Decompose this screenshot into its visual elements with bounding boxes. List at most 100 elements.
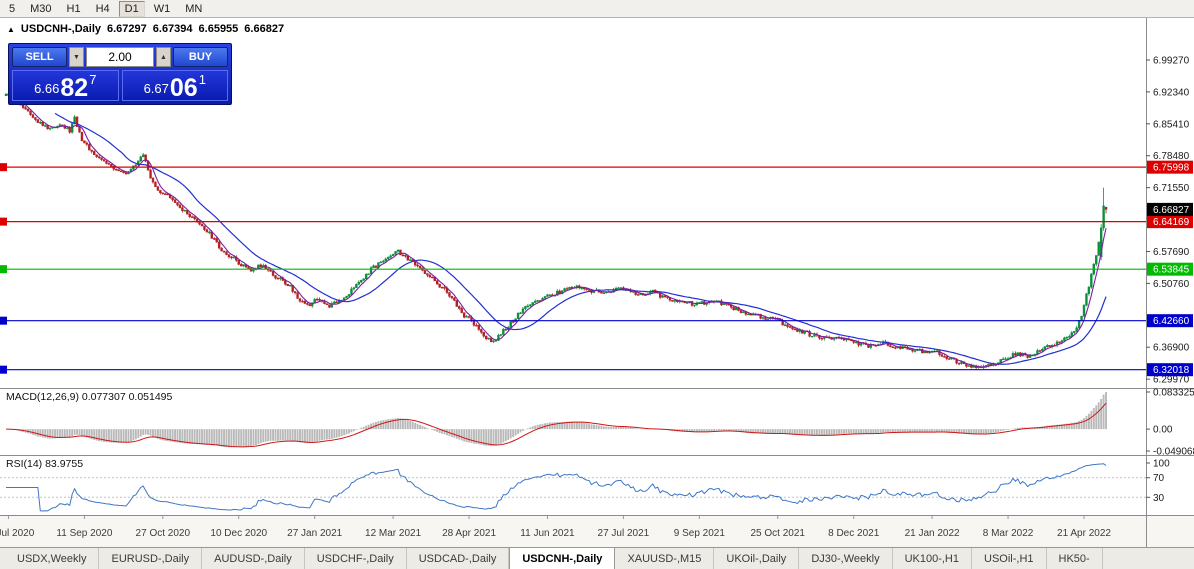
rsi-tick-label: 70	[1153, 473, 1165, 484]
ma-fast-line	[15, 96, 1107, 368]
date-axis-strip	[0, 516, 1194, 547]
axis-line-price-label: 6.32018	[1147, 363, 1193, 377]
date-tick-label: 28 Apr 2021	[442, 528, 496, 539]
buy-price[interactable]: 6.67 06 1	[121, 70, 228, 102]
date-tick-label: 12 Mar 2021	[365, 528, 422, 539]
buy-price-pip-digit: 1	[198, 72, 206, 87]
sell-button[interactable]: SELL	[12, 47, 67, 67]
rsi-tick-label: 100	[1153, 459, 1170, 470]
sell-price[interactable]: 6.66 82 7	[12, 70, 119, 101]
ohlc-close: 6.66827	[244, 23, 285, 35]
volume-up-button[interactable]: ▲	[156, 47, 171, 67]
price-tick-label: 6.57690	[1153, 247, 1190, 258]
volume-down-button[interactable]: ▼	[69, 47, 84, 67]
sell-price-pip-digit: 7	[89, 72, 97, 87]
macd-axis: 0.083325 0.00 -0.049068	[1146, 388, 1194, 458]
tab-usoil-h1[interactable]: USOil-,H1	[972, 548, 1047, 569]
tab-usdcnh-daily[interactable]: USDCNH-,Daily	[509, 548, 616, 569]
date-tick-label: 8 Mar 2022	[983, 528, 1034, 539]
ohlc-high: 6.67394	[152, 23, 193, 35]
chart-area[interactable]: 6.99270 6.92340 6.85410 6.78480 6.71550 6.576…	[0, 18, 1194, 547]
date-tick-label: 8 Dec 2021	[828, 528, 880, 539]
svg-text:6.32018: 6.32018	[1153, 365, 1190, 376]
trade-panel-controls: SELL ▼ 2.00 ▲ BUY	[12, 47, 228, 67]
macd-indicator	[5, 392, 1108, 448]
axis-line-price-label: 6.64169	[1147, 215, 1193, 229]
tab-eurusd-daily[interactable]: EURUSD-,Daily	[99, 548, 203, 569]
tab-usdx-weekly[interactable]: USDX,Weekly	[5, 548, 100, 569]
price-line-left-tag	[0, 316, 7, 325]
date-tick-label: 11 Jun 2021	[520, 528, 575, 539]
svg-text:6.53845: 6.53845	[1153, 265, 1190, 276]
timeframe-button-h4[interactable]: H4	[90, 1, 116, 17]
price-tick-label: 6.92340	[1153, 87, 1190, 98]
candlestick-series	[4, 92, 1108, 370]
date-tick-label: 25 Oct 2021	[751, 528, 806, 539]
tab-xauusd-m15[interactable]: XAUUSD-,M15	[615, 548, 715, 569]
price-line-left-tag	[0, 365, 7, 374]
price-tick-label: 6.71550	[1153, 183, 1190, 194]
buy-button[interactable]: BUY	[173, 47, 228, 67]
date-axis[interactable]: 29 Jul 2020 11 Sep 2020 27 Oct 2020 10 Dec …	[0, 516, 1111, 539]
price-tick-label: 6.78480	[1153, 151, 1190, 162]
svg-text:6.64169: 6.64169	[1153, 217, 1190, 228]
axis-line-price-label: 6.53845	[1147, 262, 1193, 276]
timeframe-button-h1[interactable]: H1	[61, 1, 87, 17]
horizontal-lines	[0, 163, 1146, 374]
chart-canvas[interactable]: 6.99270 6.92340 6.85410 6.78480 6.71550 6.576…	[0, 18, 1194, 547]
macd-tick-label: 0.00	[1153, 425, 1173, 436]
date-tick-label: 21 Jan 2022	[905, 528, 960, 539]
tab-ukoil-daily[interactable]: UKOil-,Daily	[714, 548, 800, 569]
rsi-axis: 100 70 30	[1146, 459, 1170, 504]
date-tick-label: 29 Jul 2020	[0, 528, 35, 539]
date-tick-label: 21 Apr 2022	[1057, 528, 1111, 539]
rsi-line	[6, 463, 1107, 512]
price-tick-label: 6.85410	[1153, 119, 1190, 130]
svg-text:6.75998: 6.75998	[1153, 163, 1190, 174]
svg-text:6.42660: 6.42660	[1153, 316, 1190, 327]
macd-tick-label: -0.049068	[1153, 447, 1194, 458]
timeframe-button-d1[interactable]: D1	[118, 0, 145, 17]
buy-price-prefix: 6.67	[143, 81, 169, 96]
tab-uk100-h1[interactable]: UK100-,H1	[893, 548, 972, 569]
sell-price-big-digits: 82	[60, 73, 89, 102]
tab-hk50-[interactable]: HK50-	[1047, 548, 1103, 569]
trade-panel-prices: 6.66 82 7 6.67 06 1	[12, 70, 228, 101]
ma-slow-line	[54, 112, 1107, 365]
tab-dj30-weekly[interactable]: DJ30-,Weekly	[799, 548, 893, 569]
date-tick-label: 27 Oct 2020	[136, 528, 191, 539]
svg-text:6.66827: 6.66827	[1153, 205, 1190, 216]
price-axis[interactable]: 6.99270 6.92340 6.85410 6.78480 6.71550 6.576…	[1146, 55, 1190, 386]
macd-tick-label: 0.083325	[1153, 388, 1194, 399]
rsi-tick-label: 30	[1153, 493, 1165, 504]
ohlc-open: 6.67297	[107, 23, 147, 35]
macd-label: MACD(12,26,9) 0.077307 0.051495	[6, 391, 173, 403]
price-tick-label: 6.29970	[1153, 375, 1190, 386]
chart-tab-bar: USDX,Weekly EURUSD-,Daily AUDUSD-,Daily USD…	[0, 547, 1194, 569]
timeframe-button-m30[interactable]: M30	[24, 1, 57, 17]
price-line-left-tag	[0, 217, 7, 226]
tab-usdchf-daily[interactable]: USDCHF-,Daily	[305, 548, 407, 569]
panel-collapse-icon[interactable]: ▲	[7, 24, 15, 34]
rsi-label: RSI(14) 83.9755	[6, 458, 83, 470]
volume-input[interactable]: 2.00	[86, 47, 154, 67]
price-line-left-tag	[0, 163, 7, 172]
axis-line-price-label: 6.75998	[1147, 160, 1193, 174]
timeframe-button-5[interactable]: 5	[3, 1, 21, 17]
chart-ohlc-line: ▲ USDCNH-,Daily 6.67297 6.67394 6.65955 …	[7, 23, 284, 35]
buy-price-big-digits: 06	[169, 73, 198, 102]
price-tick-label: 6.50760	[1153, 279, 1190, 290]
axis-current-price-label: 6.66827	[1147, 202, 1193, 216]
tab-audusd-daily[interactable]: AUDUSD-,Daily	[202, 548, 305, 569]
date-tick-label: 9 Sep 2021	[674, 528, 726, 539]
axis-line-price-label: 6.42660	[1147, 314, 1193, 328]
tab-usdcad-daily[interactable]: USDCAD-,Daily	[407, 548, 510, 569]
timeframe-toolbar: 5 M30 H1 H4 D1 W1 MN	[0, 0, 1194, 18]
timeframe-button-mn[interactable]: MN	[179, 1, 208, 17]
date-tick-label: 27 Jul 2021	[598, 528, 650, 539]
date-tick-label: 27 Jan 2021	[287, 528, 342, 539]
timeframe-button-w1[interactable]: W1	[148, 1, 177, 17]
macd-signal-line	[5, 402, 1107, 448]
one-click-trade-panel: SELL ▼ 2.00 ▲ BUY 6.66 82 7 6.67 06 1	[8, 43, 232, 105]
